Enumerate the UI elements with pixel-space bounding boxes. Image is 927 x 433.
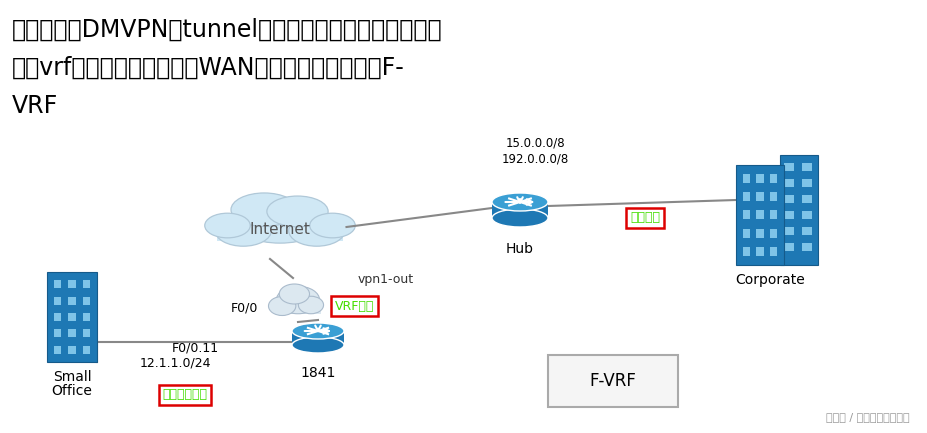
Bar [742,210,749,220]
Bar [69,330,76,337]
Bar [83,346,90,354]
Bar [742,174,749,183]
Ellipse shape [205,213,250,238]
Bar [69,297,76,305]
Ellipse shape [215,215,271,246]
Text: F0/0.11: F0/0.11 [171,342,219,355]
Bar [769,192,777,201]
Bar [801,227,811,235]
Text: 15.0.0.0/8
192.0.0.0/8: 15.0.0.0/8 192.0.0.0/8 [501,137,568,165]
Ellipse shape [279,284,310,304]
Text: Small: Small [53,370,91,384]
Ellipse shape [288,215,344,246]
Bar [783,163,794,171]
Bar [783,227,794,235]
Bar [54,313,61,321]
Text: 口的vrf时，即用于连接其他WAN上的站点，就用到了F-: 口的vrf时，即用于连接其他WAN上的站点，就用到了F- [12,56,404,80]
Bar [756,247,763,256]
Bar [742,247,749,256]
Text: 总部路由: 总部路由 [629,211,659,224]
Bar [801,211,811,219]
Ellipse shape [292,337,344,353]
Text: vpn1-out: vpn1-out [358,274,413,287]
Bar [783,179,794,187]
Bar [54,297,61,305]
Bar [783,211,794,219]
Ellipse shape [231,193,298,226]
Text: Corporate: Corporate [734,273,804,287]
Bar [83,297,90,305]
Text: 头条号 / 专注分享网络技术: 头条号 / 专注分享网络技术 [825,412,909,422]
Text: F0/0: F0/0 [231,301,258,314]
Bar [83,313,90,321]
Bar [801,163,811,171]
Bar [783,195,794,203]
Bar [756,210,763,220]
Text: Office: Office [52,384,93,398]
Bar [54,330,61,337]
Text: Internet: Internet [249,223,311,237]
Ellipse shape [491,209,548,227]
Bar [274,299,321,314]
Bar [801,195,811,203]
Bar [83,330,90,337]
Bar [292,331,344,345]
Ellipse shape [267,196,328,227]
Text: F-VRF: F-VRF [589,372,636,390]
Text: Hub: Hub [505,242,533,256]
Ellipse shape [268,297,296,316]
Ellipse shape [491,193,548,211]
Text: 1841: 1841 [300,366,336,380]
Bar [769,229,777,238]
Ellipse shape [298,296,324,314]
Bar [756,229,763,238]
Bar [217,217,343,241]
Bar [801,179,811,187]
Bar [54,346,61,354]
Ellipse shape [310,213,355,238]
Text: 分支机构路由: 分支机构路由 [162,388,208,401]
Text: VRF: VRF [12,94,58,118]
Bar [69,280,76,288]
Bar [780,155,817,265]
Bar [548,355,678,407]
Bar [801,243,811,251]
Bar [83,280,90,288]
Text: 12.1.1.0/24: 12.1.1.0/24 [139,356,210,369]
Bar [54,280,61,288]
Bar [69,313,76,321]
Ellipse shape [235,201,325,243]
Bar [769,247,777,256]
Ellipse shape [292,323,344,339]
Bar [769,210,777,220]
Bar [47,272,97,362]
Bar [491,202,548,218]
Bar [756,192,763,201]
Bar [783,243,794,251]
Bar [742,229,749,238]
Bar [756,174,763,183]
Text: VRF接口: VRF接口 [335,300,374,313]
Ellipse shape [276,286,319,314]
Bar [69,346,76,354]
Text: 那么当一个DMVPN的tunnel接口被关联到连接运营商的接: 那么当一个DMVPN的tunnel接口被关联到连接运营商的接 [12,18,442,42]
Bar [742,192,749,201]
Bar [735,165,783,265]
Bar [769,174,777,183]
